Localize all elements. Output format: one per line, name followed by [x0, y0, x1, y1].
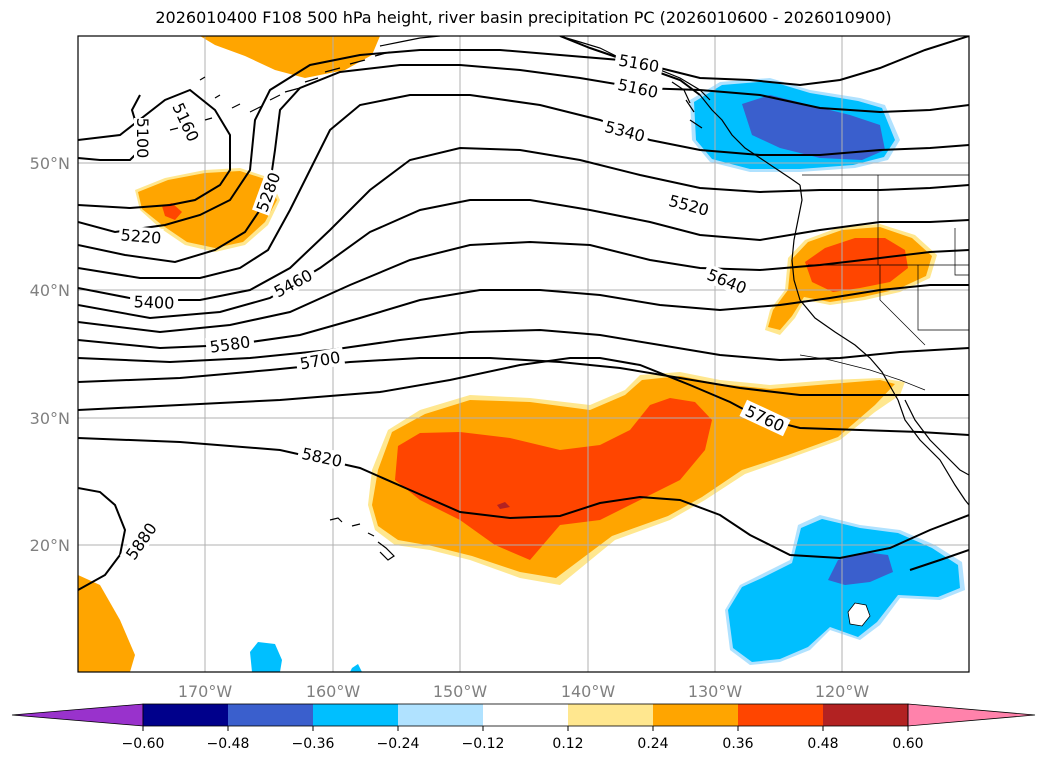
colorbar-tick-label: −0.12 [462, 736, 505, 752]
colorbar-segment [568, 704, 653, 726]
precip-positive-top [200, 36, 380, 78]
colorbar-segment [143, 704, 228, 726]
contour-5520 [78, 240, 969, 334]
colorbar-outline [142, 703, 909, 727]
precip-positive-core [395, 398, 712, 560]
colorbar-tick-label: −0.48 [207, 736, 250, 752]
colorbar-segment [398, 704, 483, 726]
contour-label-5100: 5100 [133, 118, 152, 159]
borders [799, 174, 969, 391]
colorbar-segment [653, 704, 738, 726]
contour-label-5400: 5400 [133, 292, 174, 312]
lat-label-50n: 50°N [30, 154, 70, 173]
height-contours [78, 36, 969, 591]
colorbar-segment [483, 704, 568, 726]
colorbar-tick-label: 0.12 [552, 736, 583, 752]
precip-positive-west [138, 171, 277, 248]
lon-label-130w: 130°W [688, 682, 743, 701]
precip-negative-se-core [828, 552, 893, 585]
lon-label-160w: 160°W [306, 682, 361, 701]
precip-positive-max [497, 502, 510, 509]
colorbar-tick-label: 0.48 [807, 736, 838, 752]
colorbar-tick-label: 0.60 [892, 736, 923, 752]
lon-label-170w: 170°W [178, 682, 233, 701]
colorbar-tick-label: −0.36 [292, 736, 335, 752]
colorbar-tick-label: −0.24 [377, 736, 420, 752]
contour-5220 [78, 36, 969, 234]
lat-label-20n: 20°N [30, 536, 70, 555]
colorbar-segment [228, 704, 313, 726]
lat-label-40n: 40°N [30, 281, 70, 300]
lat-label-30n: 30°N [30, 409, 70, 428]
contour-5340 [78, 94, 969, 279]
lon-label-140w: 140°W [561, 682, 616, 701]
contour-5160-west [78, 88, 231, 210]
precip-negative-se [728, 519, 960, 662]
precip-negative-small-bottom [250, 642, 282, 672]
colorbar-segment [823, 704, 908, 726]
precip-negative-nw-core [742, 95, 885, 160]
colorbar-tick-label: 0.36 [722, 736, 753, 752]
contour-5580 [78, 284, 969, 350]
contour-5760 [78, 357, 969, 436]
contour-5460 [78, 199, 969, 320]
coastlines [169, 36, 969, 561]
colorbar-tick-label: −0.60 [122, 736, 165, 752]
precip-neutral-hole [847, 602, 871, 627]
contour-5400 [78, 146, 969, 301]
map-title: 2026010400 F108 500 hPa height, river ba… [155, 8, 892, 27]
contour-5700 [78, 357, 969, 396]
contour-5880 [78, 487, 127, 591]
colorbar-segment [738, 704, 823, 726]
contour-5640 [78, 328, 969, 364]
contour-5820 [78, 437, 969, 560]
colorbar-extend-low [11, 703, 144, 727]
precip-negative-tiny-bottom [350, 664, 362, 672]
precip-positive-west-core [162, 203, 182, 220]
contour-5280 [78, 64, 969, 264]
map-frame [77, 35, 970, 673]
lon-label-150w: 150°W [433, 682, 488, 701]
colorbar-segment [313, 704, 398, 726]
contour-5880-tail [909, 549, 969, 571]
colorbar: −0.60 −0.48 −0.36 −0.24 −0.12 0.12 0.24 0.36 0.4… [11, 703, 1036, 752]
colorbar-tick-label: 0.24 [637, 736, 668, 752]
colorbar-extend-high [907, 703, 1036, 727]
contour-label-5220: 5220 [120, 225, 162, 247]
lon-label-120w: 120°W [815, 682, 870, 701]
precip-positive-corner [78, 575, 135, 672]
